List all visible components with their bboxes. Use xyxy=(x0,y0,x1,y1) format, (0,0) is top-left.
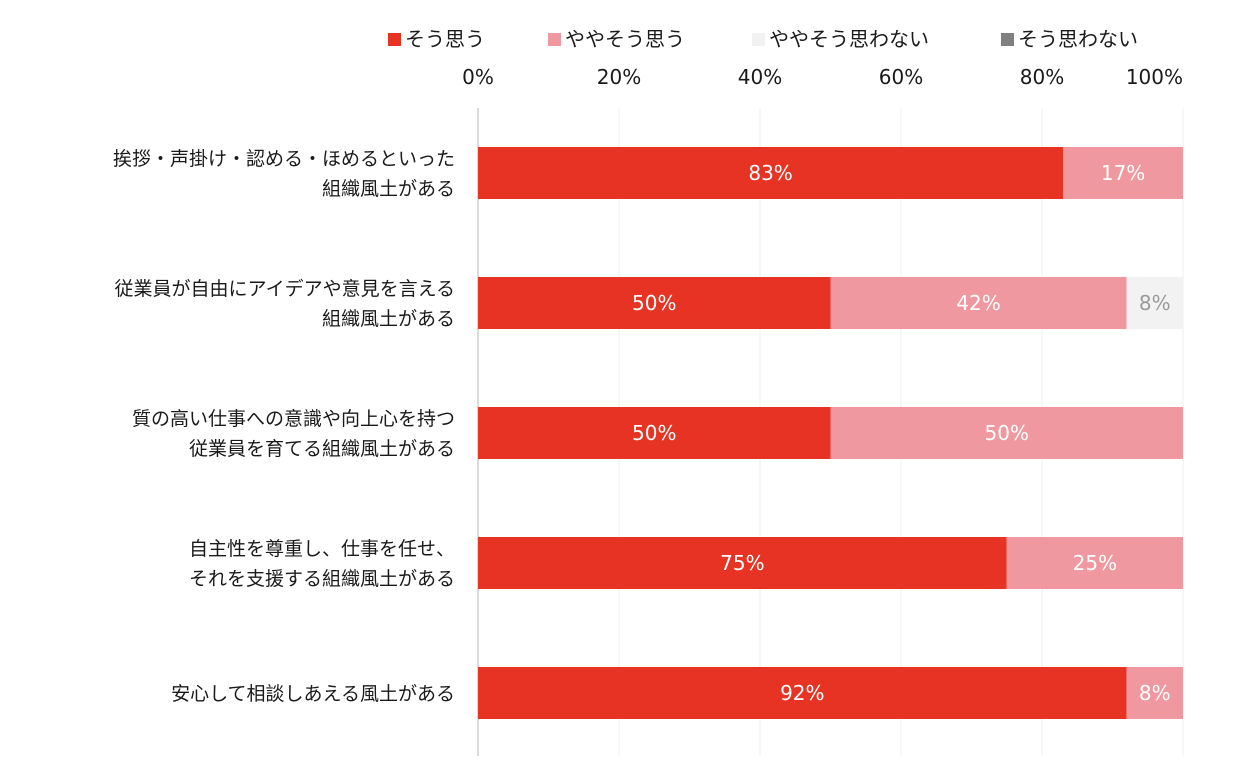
bar-1-0 xyxy=(478,277,831,329)
legend-label-0: そう思う xyxy=(405,27,485,51)
data-label-0-1: 17% xyxy=(1101,161,1145,185)
legend-label-3: そう思わない xyxy=(1018,27,1138,51)
legend-swatch-3 xyxy=(1001,33,1014,46)
category-label-0-0: 挨拶・声掛け・認める・ほめるといった xyxy=(113,148,455,170)
x-tick-label-4: 80% xyxy=(1020,65,1064,89)
category-label-2-1: 従業員を育てる組織風土がある xyxy=(189,438,455,460)
legend-swatch-0 xyxy=(388,33,401,46)
legend-swatch-2 xyxy=(752,33,765,46)
category-label-4-0: 安心して相談しあえる風土がある xyxy=(171,683,455,705)
category-label-1-1: 組織風土がある xyxy=(322,308,455,330)
category-label-0-1: 組織風土がある xyxy=(322,178,455,200)
bar-3-1 xyxy=(1006,537,1183,589)
x-tick-label-2: 40% xyxy=(738,65,782,89)
data-label-1-2: 8% xyxy=(1139,291,1171,315)
legend-label-1: ややそう思う xyxy=(565,27,685,51)
category-labels: 挨拶・声掛け・認める・ほめるといった組織風土がある従業員が自由にアイデアや意見を… xyxy=(113,148,455,705)
data-label-0-0: 83% xyxy=(748,161,792,185)
bar-0-1 xyxy=(1063,147,1183,199)
bar-2-1 xyxy=(830,407,1183,459)
data-label-2-1: 50% xyxy=(985,421,1029,445)
data-labels: 83% 17% 50% 42% 8% 50% 50% 75% 25% 92% 8% xyxy=(632,161,1171,705)
data-label-4-1: 8% xyxy=(1139,681,1171,705)
x-tick-label-0: 0% xyxy=(462,65,494,89)
category-label-3-0: 自主性を尊重し、仕事を任せ、 xyxy=(189,538,455,560)
data-label-1-1: 42% xyxy=(956,291,1000,315)
legend-label-2: ややそう思わない xyxy=(769,27,929,51)
data-label-3-0: 75% xyxy=(720,551,764,575)
x-tick-label-1: 20% xyxy=(597,65,641,89)
data-label-4-0: 92% xyxy=(780,681,824,705)
legend: そう思う ややそう思う ややそう思わない そう思わない xyxy=(388,27,1138,51)
bar-1-1 xyxy=(830,277,1127,329)
bar-4-0 xyxy=(478,667,1127,719)
category-label-2-0: 質の高い仕事への意識や向上心を持つ xyxy=(132,408,455,430)
bars xyxy=(478,147,1183,719)
legend-swatch-1 xyxy=(548,33,561,46)
data-label-1-0: 50% xyxy=(632,291,676,315)
bar-0-0 xyxy=(478,147,1064,199)
x-tick-label-5: 100% xyxy=(1126,65,1183,89)
category-label-1-0: 従業員が自由にアイデアや意見を言える xyxy=(115,278,455,300)
x-axis-ticks: 0% 20% 40% 60% 80% 100% xyxy=(462,65,1183,89)
bar-1-2 xyxy=(1126,277,1183,329)
bar-2-0 xyxy=(478,407,831,459)
bar-4-1 xyxy=(1126,667,1183,719)
x-tick-label-3: 60% xyxy=(879,65,923,89)
data-label-2-0: 50% xyxy=(632,421,676,445)
bar-3-0 xyxy=(478,537,1007,589)
category-label-3-1: それを支援する組織風土がある xyxy=(189,568,455,590)
data-label-3-1: 25% xyxy=(1073,551,1117,575)
